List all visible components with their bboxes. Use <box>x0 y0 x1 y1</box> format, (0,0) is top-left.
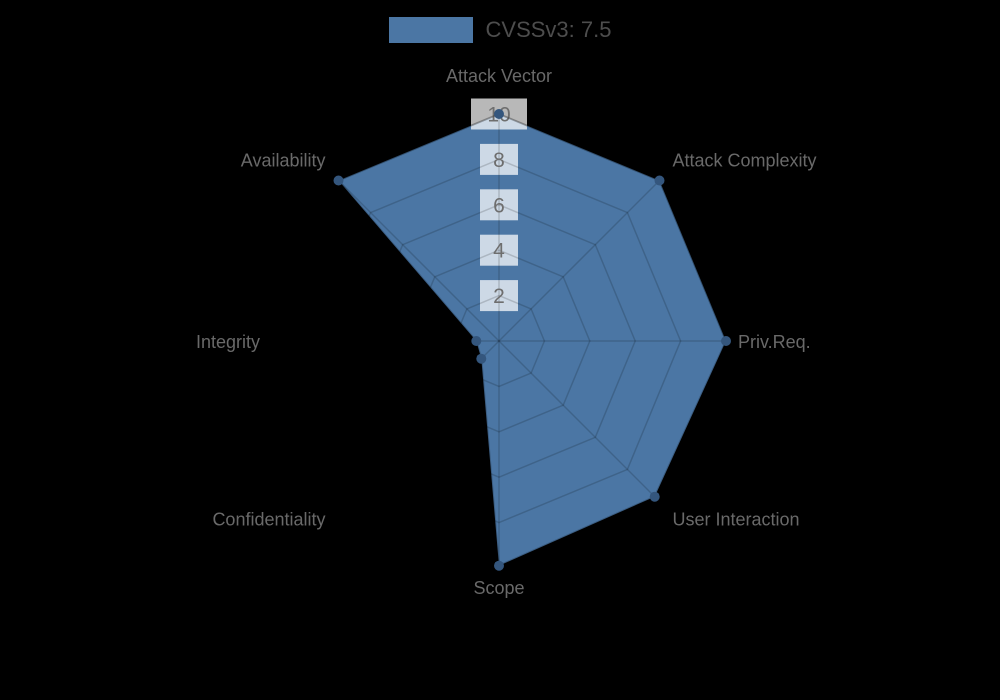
tick-label-8: 8 <box>493 149 505 172</box>
radar-point-markers <box>333 109 731 571</box>
axis-label-availability: Availability <box>241 151 326 171</box>
tick-backdrop-6 <box>480 189 518 221</box>
axis-label-user-interaction: User Interaction <box>673 510 800 530</box>
axis-label-confidentiality: Confidentiality <box>212 510 325 530</box>
grid-ring-6 <box>361 203 637 479</box>
tick-backdrop-8 <box>480 143 518 175</box>
axis-spoke-attack-complexity <box>498 179 661 342</box>
axis-spoke-confidentiality <box>337 340 500 503</box>
grid-ring-4 <box>407 249 591 433</box>
grid-ring-2 <box>452 294 546 388</box>
data-point-attack-vector <box>494 109 504 119</box>
data-point-user-interaction <box>649 491 660 502</box>
axis-spoke-user-interaction <box>498 340 661 503</box>
axis-label-priv-req: Priv.Req. <box>738 332 811 352</box>
tick-backdrop-4 <box>480 234 518 266</box>
data-point-integrity <box>471 336 482 346</box>
axis-label-attack-vector: Attack Vector <box>446 66 552 86</box>
tick-label-4: 4 <box>493 240 505 263</box>
axis-spoke-availability <box>337 179 500 342</box>
data-point-priv-req <box>721 336 731 346</box>
data-point-scope <box>494 560 504 571</box>
legend-item-cvssv3[interactable]: CVSSv3: 7.5 <box>0 17 1000 43</box>
data-point-availability <box>333 175 344 186</box>
grid-ring-8 <box>316 158 682 524</box>
data-point-attack-complexity <box>654 175 665 186</box>
axis-label-scope: Scope <box>473 578 524 598</box>
tick-backdrop-2 <box>480 280 518 312</box>
tick-label-6: 6 <box>493 194 505 217</box>
radar-tick-backdrops <box>471 98 527 312</box>
tick-label-2: 2 <box>493 285 505 308</box>
legend-swatch[interactable] <box>388 17 473 43</box>
axis-label-integrity: Integrity <box>196 332 260 352</box>
data-point-confidentiality <box>476 353 487 364</box>
radar-grid <box>271 113 727 569</box>
axis-label-attack-complexity: Attack Complexity <box>673 151 817 171</box>
legend-label[interactable]: CVSSv3: 7.5 <box>485 17 612 42</box>
radar-axis-labels: Attack Vector Attack Complexity Priv.Req. U… <box>196 66 817 598</box>
radar-area-fill <box>338 114 726 566</box>
